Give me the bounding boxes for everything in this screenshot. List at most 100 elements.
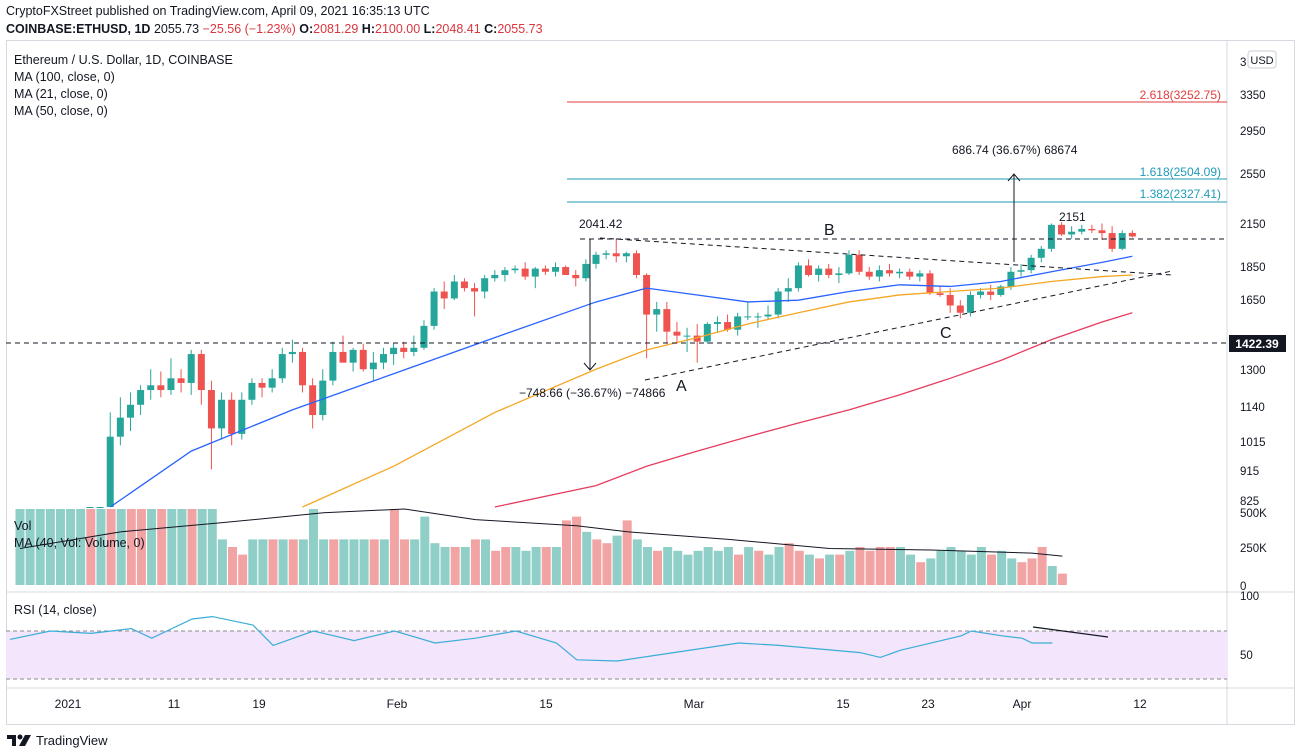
volume-bar — [491, 550, 501, 585]
volume-bar — [319, 539, 329, 585]
candle-body — [632, 253, 640, 275]
volume-bar — [501, 547, 511, 585]
candle-body — [309, 385, 317, 416]
volume-bar — [794, 550, 804, 585]
volume-bar — [693, 550, 703, 585]
volume-bar — [956, 550, 966, 585]
fib-1618-label: 1.618(2504.09) — [1140, 165, 1221, 179]
rsi-divergence-line[interactable] — [1032, 626, 1109, 638]
volume-bar — [976, 547, 986, 585]
rsi-line[interactable] — [9, 615, 1053, 662]
footer-brand[interactable]: TradingView — [36, 732, 108, 748]
volume-bar — [531, 547, 541, 585]
ma50-line[interactable] — [302, 274, 1133, 508]
currency-button[interactable] — [1247, 50, 1277, 69]
footer: TradingView — [6, 730, 108, 750]
candle-body — [1098, 230, 1106, 234]
volume-bar — [177, 509, 187, 585]
price-tick: 1140 — [1240, 402, 1265, 414]
candle-body — [562, 267, 570, 275]
volume-bar — [308, 509, 318, 585]
candle-body — [228, 399, 236, 434]
candle-body — [1047, 224, 1055, 249]
candle-body — [187, 354, 195, 383]
candle-body — [460, 281, 468, 289]
chart-frame[interactable] — [6, 40, 1295, 725]
volume-bar — [258, 539, 268, 585]
volume-bar — [187, 509, 197, 585]
candle-body — [845, 254, 853, 274]
fib-1382-label: 1.382(2327.41) — [1140, 187, 1221, 201]
currency-button-label[interactable]: USD — [1250, 55, 1273, 67]
volume-bar — [703, 547, 713, 585]
measure-up-arrowhead — [1007, 173, 1021, 182]
time-tick: Apr — [1013, 697, 1032, 711]
candle-body — [946, 294, 954, 306]
candle-body — [764, 314, 772, 317]
volume-bar — [582, 531, 592, 585]
candle-body — [288, 351, 296, 355]
volume-bar — [734, 554, 744, 585]
time-axis[interactable]: 2021 11 19 Feb 15 Mar 15 23 Apr 12 — [55, 697, 1147, 711]
candle-body — [622, 253, 630, 257]
volume-bar — [228, 547, 238, 585]
candle-body — [197, 354, 205, 391]
publish-info: CryptoFXStreet published on TradingView.… — [6, 4, 430, 18]
price-tick: 2950 — [1240, 126, 1266, 138]
triangle-upper-line[interactable] — [599, 237, 1173, 276]
legend-ma100[interactable]: MA (100, close, 0) — [14, 70, 115, 84]
candle-body — [612, 253, 620, 257]
candle-body — [885, 270, 893, 274]
volume-bar — [389, 509, 399, 585]
candle-body — [450, 281, 458, 299]
candle-body — [410, 347, 418, 352]
candle-body — [471, 288, 479, 292]
candle-body — [1058, 224, 1066, 235]
volume-bar — [855, 547, 865, 585]
volume-bar — [207, 509, 217, 585]
candle-body — [602, 253, 610, 255]
ma21-line[interactable] — [109, 255, 1133, 508]
candle-body — [177, 378, 185, 383]
price-tick: 1300 — [1240, 365, 1266, 377]
time-tick: 2021 — [55, 697, 82, 711]
candle-layer — [86, 222, 1136, 508]
legend-ma21[interactable]: MA (21, close, 0) — [14, 87, 108, 101]
volume-tick: 0 — [1240, 581, 1246, 593]
candle-body — [1118, 233, 1126, 249]
ma-layer — [9, 255, 1133, 662]
volume-bar — [754, 550, 764, 585]
high-annotation: 2041.42 — [579, 217, 623, 231]
volume-bar — [612, 535, 622, 585]
legend-ma50[interactable]: MA (50, close, 0) — [14, 104, 108, 118]
candle-body — [106, 436, 114, 507]
candle-body — [896, 271, 904, 274]
volume-bar — [825, 554, 835, 585]
ma100-line[interactable] — [494, 312, 1133, 508]
volume-bar — [66, 509, 76, 585]
volume-bar — [430, 543, 440, 585]
volume-bar — [278, 539, 288, 585]
price-axis[interactable]: 3 3350 2950 2550 2150 1850 1650 1300 114… — [1240, 57, 1267, 662]
volume-bar — [248, 539, 258, 585]
candle-body — [643, 274, 651, 315]
volume-bar — [663, 547, 673, 585]
candle-body — [339, 351, 347, 363]
candle-body — [116, 417, 124, 437]
publish-line: CryptoFXStreet published on TradingView.… — [6, 4, 430, 18]
volume-bar — [987, 554, 997, 585]
candle-body — [875, 270, 883, 277]
candle-body — [916, 273, 924, 277]
candle-body — [278, 354, 286, 379]
candle-body — [531, 268, 539, 277]
candle-body — [805, 265, 813, 275]
volume-bar — [440, 547, 450, 585]
candle-body — [997, 286, 1005, 295]
candle-body — [390, 347, 398, 355]
volume-bar — [926, 558, 936, 585]
volume-bar — [1047, 566, 1057, 585]
volume-bar — [551, 547, 561, 585]
candle-body — [693, 335, 701, 342]
volume-ma-legend[interactable]: MA (40, Vol: Volume, 0) — [14, 536, 145, 550]
